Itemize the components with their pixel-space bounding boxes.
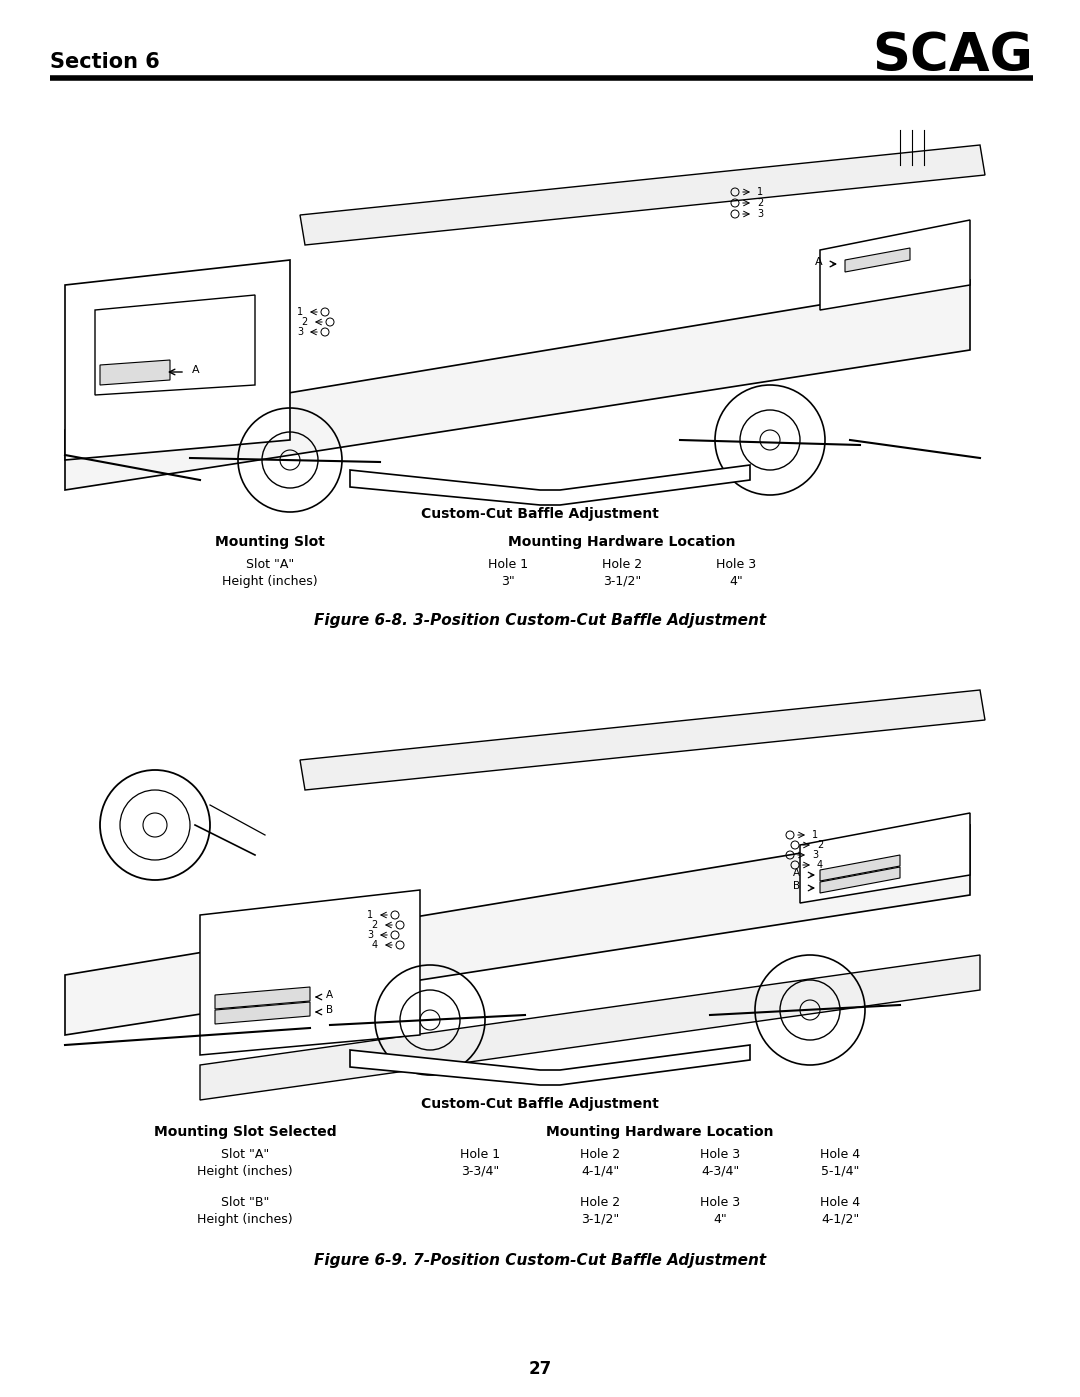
Polygon shape bbox=[215, 1002, 310, 1024]
Text: 4-3/4": 4-3/4" bbox=[701, 1165, 739, 1178]
Text: Hole 3: Hole 3 bbox=[700, 1196, 740, 1208]
Text: B: B bbox=[793, 882, 800, 891]
Text: 3-1/2": 3-1/2" bbox=[581, 1213, 619, 1227]
Text: 2: 2 bbox=[816, 840, 823, 849]
Text: Mounting Slot Selected: Mounting Slot Selected bbox=[153, 1125, 336, 1139]
Text: A: A bbox=[192, 365, 200, 374]
Polygon shape bbox=[95, 295, 255, 395]
Text: Slot "A": Slot "A" bbox=[221, 1148, 269, 1161]
Text: 4-1/2": 4-1/2" bbox=[821, 1213, 859, 1227]
Text: 2: 2 bbox=[372, 921, 378, 930]
Text: A: A bbox=[815, 257, 823, 267]
Polygon shape bbox=[200, 956, 980, 1099]
Text: Hole 1: Hole 1 bbox=[460, 1148, 500, 1161]
Text: Mounting Hardware Location: Mounting Hardware Location bbox=[546, 1125, 773, 1139]
Text: 2: 2 bbox=[301, 317, 308, 327]
Text: Mounting Hardware Location: Mounting Hardware Location bbox=[509, 535, 735, 549]
Polygon shape bbox=[65, 826, 970, 1035]
Polygon shape bbox=[800, 813, 970, 902]
Text: 5-1/4": 5-1/4" bbox=[821, 1165, 860, 1178]
Text: 4": 4" bbox=[713, 1213, 727, 1227]
Text: Custom-Cut Baffle Adjustment: Custom-Cut Baffle Adjustment bbox=[421, 1097, 659, 1111]
Text: 3: 3 bbox=[812, 849, 819, 861]
Text: Mounting Slot: Mounting Slot bbox=[215, 535, 325, 549]
Text: Hole 2: Hole 2 bbox=[580, 1148, 620, 1161]
Text: 3: 3 bbox=[367, 930, 373, 940]
Text: 1: 1 bbox=[757, 187, 764, 197]
Text: Height (inches): Height (inches) bbox=[198, 1213, 293, 1227]
Text: 4-1/4": 4-1/4" bbox=[581, 1165, 619, 1178]
Text: Hole 3: Hole 3 bbox=[700, 1148, 740, 1161]
Text: SCAG: SCAG bbox=[873, 29, 1032, 82]
Text: 3": 3" bbox=[501, 576, 515, 588]
Text: 3: 3 bbox=[757, 210, 764, 219]
Text: B: B bbox=[326, 1004, 333, 1016]
Polygon shape bbox=[820, 219, 970, 310]
Text: Figure 6-9. 7-Position Custom-Cut Baffle Adjustment: Figure 6-9. 7-Position Custom-Cut Baffle… bbox=[314, 1253, 766, 1268]
Text: Height (inches): Height (inches) bbox=[222, 576, 318, 588]
Polygon shape bbox=[65, 279, 970, 490]
Text: Hole 1: Hole 1 bbox=[488, 557, 528, 571]
Polygon shape bbox=[820, 855, 900, 882]
Polygon shape bbox=[215, 988, 310, 1009]
Text: 4: 4 bbox=[816, 861, 823, 870]
Polygon shape bbox=[845, 249, 910, 272]
Text: Section 6: Section 6 bbox=[50, 52, 160, 73]
Polygon shape bbox=[350, 1045, 750, 1085]
Text: 4: 4 bbox=[372, 940, 378, 950]
Text: Hole 3: Hole 3 bbox=[716, 557, 756, 571]
Text: A: A bbox=[326, 990, 333, 1000]
Text: 3-1/2": 3-1/2" bbox=[603, 576, 642, 588]
Text: 3: 3 bbox=[297, 327, 303, 337]
Text: 1: 1 bbox=[367, 909, 373, 921]
Text: Hole 2: Hole 2 bbox=[580, 1196, 620, 1208]
Text: 27: 27 bbox=[528, 1361, 552, 1377]
Text: 4": 4" bbox=[729, 576, 743, 588]
Polygon shape bbox=[300, 690, 985, 789]
Text: 1: 1 bbox=[297, 307, 303, 317]
Polygon shape bbox=[65, 260, 291, 460]
Text: Hole 2: Hole 2 bbox=[602, 557, 643, 571]
Text: Figure 6-8. 3-Position Custom-Cut Baffle Adjustment: Figure 6-8. 3-Position Custom-Cut Baffle… bbox=[314, 613, 766, 629]
Text: 1: 1 bbox=[812, 830, 819, 840]
Polygon shape bbox=[100, 360, 170, 386]
Text: Hole 4: Hole 4 bbox=[820, 1196, 860, 1208]
Text: 3-3/4": 3-3/4" bbox=[461, 1165, 499, 1178]
Text: Slot "B": Slot "B" bbox=[220, 1196, 269, 1208]
Polygon shape bbox=[350, 465, 750, 504]
Text: 2: 2 bbox=[757, 198, 764, 208]
Text: Slot "A": Slot "A" bbox=[246, 557, 294, 571]
Text: Custom-Cut Baffle Adjustment: Custom-Cut Baffle Adjustment bbox=[421, 507, 659, 521]
Text: Hole 4: Hole 4 bbox=[820, 1148, 860, 1161]
Polygon shape bbox=[820, 868, 900, 893]
Polygon shape bbox=[200, 890, 420, 1055]
Text: A: A bbox=[793, 868, 800, 877]
Polygon shape bbox=[300, 145, 985, 244]
Text: Height (inches): Height (inches) bbox=[198, 1165, 293, 1178]
